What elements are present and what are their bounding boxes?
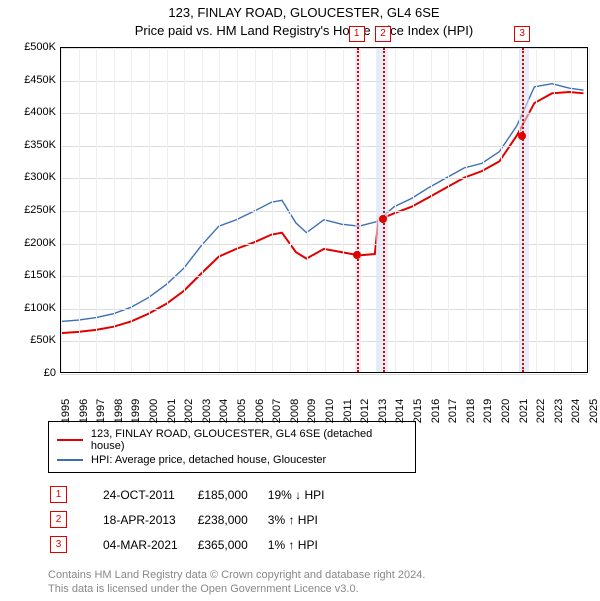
series-line: [61, 92, 584, 333]
x-axis-label: 2022: [535, 399, 537, 423]
x-axis-label: 2007: [271, 399, 273, 423]
sale-date: 24-OCT-2011: [103, 483, 196, 506]
sale-delta: 3% ↑ HPI: [268, 508, 343, 531]
x-axis-label: 2003: [201, 399, 203, 423]
x-axis-label: 2015: [412, 399, 414, 423]
sale-delta: 1% ↑ HPI: [268, 533, 343, 556]
sale-price: £238,000: [198, 508, 266, 531]
x-axis-label: 2017: [447, 399, 449, 423]
y-axis-label: £0: [16, 367, 56, 379]
sale-price: £365,000: [198, 533, 266, 556]
chart-title-subtitle: Price paid vs. HM Land Registry's House …: [4, 22, 600, 40]
x-axis-label: 2018: [465, 399, 467, 423]
x-axis-label: 2019: [482, 399, 484, 423]
x-axis-label: 2011: [342, 399, 344, 423]
legend-row: 123, FINLAY ROAD, GLOUCESTER, GL4 6SE (d…: [57, 428, 407, 452]
x-axis-label: 2008: [289, 399, 291, 423]
x-axis-label: 2014: [394, 399, 396, 423]
legend-swatch: [57, 439, 83, 441]
y-axis-label: £250K: [16, 204, 56, 216]
x-axis-label: 1999: [130, 399, 132, 423]
x-axis-label: 1998: [113, 399, 115, 423]
sale-date: 18-APR-2013: [103, 508, 196, 531]
event-dot: [518, 132, 526, 140]
x-axis-label: 1995: [60, 399, 62, 423]
x-axis-label: 2024: [570, 399, 572, 423]
x-axis-label: 2013: [377, 399, 379, 423]
event-dot: [379, 215, 387, 223]
sale-price: £185,000: [198, 483, 266, 506]
y-axis-label: £350K: [16, 139, 56, 151]
y-axis-label: £300K: [16, 171, 56, 183]
event-dot: [353, 251, 361, 259]
x-axis-label: 2010: [324, 399, 326, 423]
y-axis-label: £200K: [16, 237, 56, 249]
y-axis-label: £450K: [16, 74, 56, 86]
x-axis-label: 2020: [500, 399, 502, 423]
x-axis-label: 2000: [148, 399, 150, 423]
event-marker: 1: [349, 26, 365, 42]
event-marker: 2: [375, 26, 391, 42]
x-axis-label: 1996: [78, 399, 80, 423]
y-axis-label: £100K: [16, 302, 56, 314]
y-axis-label: £150K: [16, 269, 56, 281]
series-line: [61, 84, 584, 322]
x-axis-label: 2023: [553, 399, 555, 423]
x-axis-label: 2001: [166, 399, 168, 423]
sale-date: 04-MAR-2021: [103, 533, 196, 556]
x-axis-label: 2002: [183, 399, 185, 423]
y-axis-label: £500K: [16, 41, 56, 53]
chart-title-block: 123, FINLAY ROAD, GLOUCESTER, GL4 6SE Pr…: [4, 4, 600, 39]
legend-label: HPI: Average price, detached house, Glou…: [91, 454, 326, 466]
y-axis-label: £400K: [16, 106, 56, 118]
legend-label: 123, FINLAY ROAD, GLOUCESTER, GL4 6SE (d…: [91, 428, 407, 452]
y-axis-label: £50K: [16, 334, 56, 346]
legend-swatch: [57, 459, 83, 461]
x-axis-label: 2012: [359, 399, 361, 423]
table-row: 2 18-APR-2013£238,0003% ↑ HPI: [50, 508, 342, 531]
chart-title-address: 123, FINLAY ROAD, GLOUCESTER, GL4 6SE: [4, 4, 600, 22]
x-axis-label: 2005: [236, 399, 238, 423]
x-axis-label: 2009: [306, 399, 308, 423]
x-axis-label: 2021: [518, 399, 520, 423]
x-axis-label: 2006: [254, 399, 256, 423]
x-axis-label: 1997: [95, 399, 97, 423]
sales-table: 1 24-OCT-2011£185,00019% ↓ HPI 2 18-APR-201…: [48, 481, 344, 558]
price-chart: £0 £50K £100K £150K £200K £250K £300K £350K £400…: [16, 43, 592, 413]
table-row: 3 04-MAR-2021£365,0001% ↑ HPI: [50, 533, 342, 556]
sale-delta: 19% ↓ HPI: [268, 483, 343, 506]
legend-row: HPI: Average price, detached house, Glou…: [57, 454, 407, 466]
x-axis-label: 2004: [218, 399, 220, 423]
sale-marker: 1: [50, 486, 67, 503]
x-axis-label: 2025: [588, 399, 590, 423]
chart-legend: 123, FINLAY ROAD, GLOUCESTER, GL4 6SE (d…: [48, 421, 416, 473]
sale-marker: 2: [50, 511, 67, 528]
x-axis-label: 2016: [430, 399, 432, 423]
footer-line-1: Contains HM Land Registry data © Crown c…: [48, 568, 600, 582]
event-marker: 3: [514, 26, 530, 42]
sale-marker: 3: [50, 536, 67, 553]
attribution-footer: Contains HM Land Registry data © Crown c…: [48, 568, 600, 597]
table-row: 1 24-OCT-2011£185,00019% ↓ HPI: [50, 483, 342, 506]
